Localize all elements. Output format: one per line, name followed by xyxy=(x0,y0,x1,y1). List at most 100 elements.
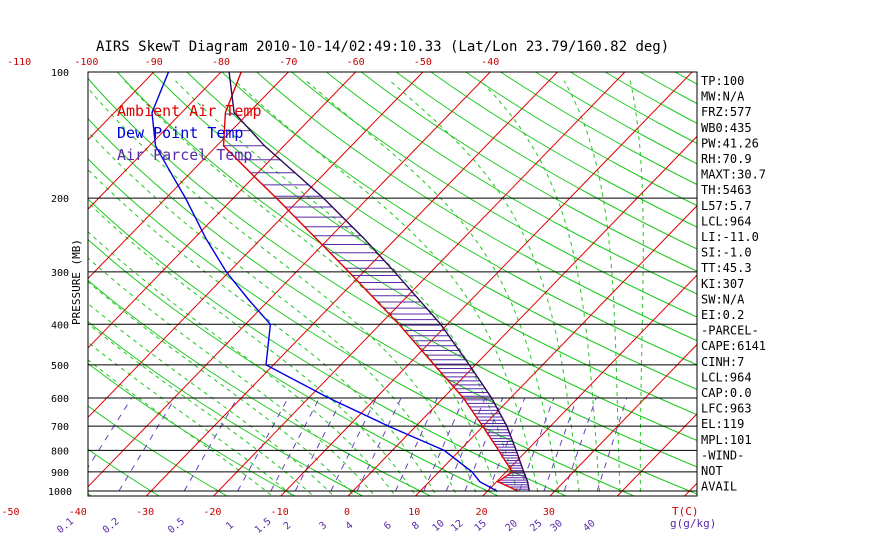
stability-parameter: LCL:964 xyxy=(701,370,752,384)
bottom-temp-tick-label: 20 xyxy=(476,507,488,518)
dry-adiabat-line xyxy=(88,158,635,496)
stability-parameter: CAPE:6141 xyxy=(701,339,766,353)
stability-parameter: TT:45.3 xyxy=(701,261,752,275)
stability-parameter: TP:100 xyxy=(701,74,744,88)
dry-adiabat-line xyxy=(88,77,697,468)
mixing-ratio-tick-label: 6 xyxy=(382,520,394,532)
isotherm-line xyxy=(88,72,222,210)
stability-parameter: KI:307 xyxy=(701,277,744,291)
dry-adiabat-line xyxy=(88,117,697,495)
bottom-temperature-tick-labels: -50 -40 -30 -20 -10 0 10 20 30 xyxy=(1,507,554,518)
top-temp-tick-label: -80 xyxy=(212,57,230,68)
mixing-ratio-tick-label: 8 xyxy=(410,520,422,532)
sounding-series xyxy=(151,72,530,492)
dry-adiabat-line xyxy=(465,72,697,207)
isotherm-line xyxy=(88,72,356,349)
moist-adiabat-line xyxy=(88,131,458,496)
top-temp-tick-label: -50 xyxy=(414,57,432,68)
pressure-tick-label: 200 xyxy=(51,194,69,205)
mixing-ratio-line xyxy=(356,397,402,492)
pressure-tick-label: 600 xyxy=(51,394,69,405)
pressure-tick-label: 900 xyxy=(51,468,69,479)
mixing-ratio-tick-label: 4 xyxy=(344,520,356,532)
isobars xyxy=(88,72,697,492)
ambient-air-temp-line xyxy=(222,72,519,492)
air-parcel-temp-line xyxy=(228,72,530,492)
x-axis-unit-label: T(C) xyxy=(672,505,699,518)
moist-adiabat-line xyxy=(88,281,355,496)
stability-parameter: CAP:0.0 xyxy=(701,386,752,400)
stability-parameter: RH:70.9 xyxy=(701,152,752,166)
top-temp-tick-label: -60 xyxy=(347,57,365,68)
stability-parameter: WB0:435 xyxy=(701,121,752,135)
moist-adiabat-line xyxy=(175,80,519,496)
bottom-temp-tick-label: -30 xyxy=(136,507,154,518)
dry-adiabat-line xyxy=(256,72,697,342)
mixing-ratio-line xyxy=(423,397,465,492)
dry-adiabat-line xyxy=(535,72,697,165)
isotherm-line xyxy=(347,135,697,496)
stability-parameter: -WIND- xyxy=(701,448,744,462)
isotherm-line xyxy=(415,205,697,496)
moist-adiabat-line xyxy=(88,257,376,496)
pressure-tick-label: 700 xyxy=(51,422,69,433)
y-axis-label: PRESSURE (MB) xyxy=(70,239,83,325)
stability-parameter: AVAIL xyxy=(701,480,737,494)
dry-adiabat-line xyxy=(326,72,697,295)
moist-adiabats xyxy=(88,80,644,496)
mixing-ratio-line xyxy=(294,397,343,492)
pressure-tick-label: 500 xyxy=(51,361,69,372)
top-temp-tick-label: -110 xyxy=(7,57,31,68)
stability-parameter: CINH:7 xyxy=(701,355,744,369)
bottom-temp-tick-label: 30 xyxy=(543,507,555,518)
top-temp-tick-label: -90 xyxy=(145,57,163,68)
dry-adiabat-line xyxy=(570,72,697,145)
bottom-temp-tick-label: 0 xyxy=(344,507,350,518)
dry-adiabat-line xyxy=(88,362,296,496)
moist-adiabat-line xyxy=(88,322,315,496)
mixing-ratio-line xyxy=(464,397,504,492)
stability-parameter: MPL:101 xyxy=(701,433,752,447)
stability-parameter: FRZ:577 xyxy=(701,105,752,119)
dry-adiabat-line xyxy=(186,72,697,390)
bottom-temp-tick-label: 10 xyxy=(408,507,420,518)
mixing-ratio-line xyxy=(596,397,628,492)
top-temp-tick-label: -70 xyxy=(279,57,297,68)
pressure-tick-label: 300 xyxy=(51,268,69,279)
dry-adiabat-line xyxy=(360,72,697,272)
stability-parameter: EL:119 xyxy=(701,417,744,431)
mixing-ratio-tick-label: 3 xyxy=(317,520,329,532)
moist-adiabat-line xyxy=(88,168,438,496)
moist-adiabat-line xyxy=(234,80,540,496)
dry-adiabat-line xyxy=(116,72,697,442)
moist-adiabat-line xyxy=(306,80,560,496)
isotherm-line xyxy=(549,343,697,496)
dry-adiabat-line xyxy=(88,238,499,496)
pressure-tick-labels: 100 200 300 400 500 600 700 800 900 1000 xyxy=(48,68,72,498)
stability-parameter: MW:N/A xyxy=(701,90,745,104)
moist-adiabat-line xyxy=(88,87,478,496)
bottom-temp-tick-label: -50 xyxy=(1,507,19,518)
dry-adiabat-line xyxy=(291,72,697,318)
stability-parameter: LFC:963 xyxy=(701,402,752,416)
pressure-tick-label: 100 xyxy=(51,68,69,79)
cape-hatching xyxy=(223,113,529,490)
stability-parameter: PW:41.26 xyxy=(701,136,759,150)
dry-adiabat-line xyxy=(88,320,363,496)
top-temp-tick-label: -100 xyxy=(74,57,98,68)
bottom-temp-tick-label: -40 xyxy=(69,507,87,518)
isotherm-line xyxy=(280,72,693,496)
isotherm-line xyxy=(88,72,491,488)
pressure-tick-label: 1000 xyxy=(48,487,72,498)
isotherms xyxy=(88,72,697,496)
mixing-ratio-tick-label: 2 xyxy=(282,520,294,532)
legend-entry: Dew Point Temp xyxy=(117,124,243,142)
bottom-temp-tick-label: -20 xyxy=(203,507,221,518)
mixing-ratio-line xyxy=(270,397,320,492)
top-temp-tick-label: -40 xyxy=(481,57,499,68)
pressure-tick-label: 800 xyxy=(51,446,69,457)
stability-parameter: -PARCEL- xyxy=(701,324,759,338)
mixing-ratio-line xyxy=(183,397,238,492)
isotherm-line xyxy=(88,72,289,280)
